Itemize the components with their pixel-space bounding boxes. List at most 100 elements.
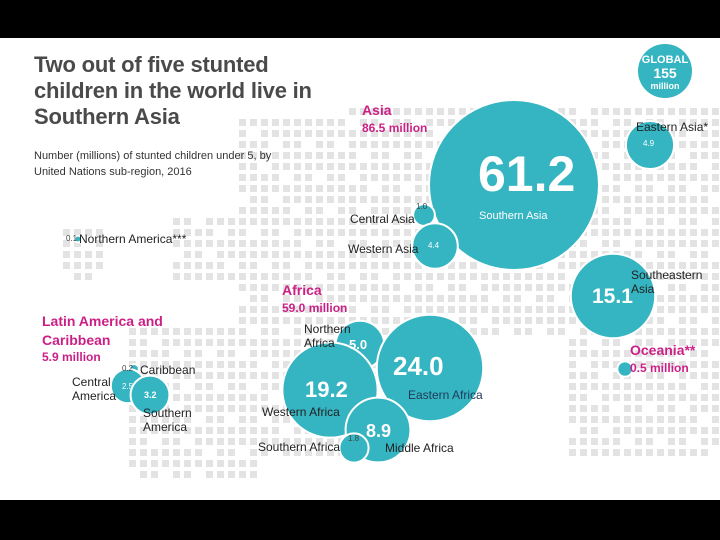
bubble-eastern-asia <box>624 119 676 171</box>
map-dot <box>294 141 301 148</box>
map-dot <box>404 196 411 203</box>
map-dot <box>712 229 719 236</box>
map-dot <box>679 229 686 236</box>
map-dot <box>393 218 400 225</box>
map-dot <box>283 141 290 148</box>
map-dot <box>712 163 719 170</box>
map-dot <box>305 339 312 346</box>
map-dot <box>316 295 323 302</box>
map-dot <box>250 218 257 225</box>
map-dot <box>305 317 312 324</box>
map-dot <box>415 108 422 115</box>
map-dot <box>195 383 202 390</box>
map-dot <box>679 339 686 346</box>
map-dot <box>712 405 719 412</box>
map-dot <box>547 284 554 291</box>
map-dot <box>283 317 290 324</box>
map-dot <box>250 350 257 357</box>
map-dot <box>140 449 147 456</box>
map-dot <box>525 284 532 291</box>
series-label-caribbean: Caribbean <box>140 363 196 377</box>
map-dot <box>228 273 235 280</box>
map-dot <box>327 185 334 192</box>
map-dot <box>239 174 246 181</box>
map-dot <box>349 240 356 247</box>
map-dot <box>657 350 664 357</box>
data-label-middle-africa: 8.9 <box>366 421 392 441</box>
map-dot <box>701 449 708 456</box>
map-dot <box>415 295 422 302</box>
map-dot <box>250 295 257 302</box>
map-dot <box>602 449 609 456</box>
map-dot <box>635 174 642 181</box>
map-dot <box>591 361 598 368</box>
map-dot <box>217 328 224 335</box>
map-dot <box>701 405 708 412</box>
map-dot <box>294 427 301 434</box>
map-dot <box>272 383 279 390</box>
map-dot <box>624 218 631 225</box>
map-dot <box>96 251 103 258</box>
map-dot <box>250 449 257 456</box>
map-dot <box>635 207 642 214</box>
map-dot <box>602 350 609 357</box>
map-dot <box>701 207 708 214</box>
map-dot <box>668 361 675 368</box>
map-dot <box>217 339 224 346</box>
map-dot <box>712 416 719 423</box>
map-dot <box>613 449 620 456</box>
map-dot <box>426 119 433 126</box>
map-dot <box>261 306 268 313</box>
map-dot <box>217 438 224 445</box>
data-label-southeastern-asia: 15.1 <box>592 285 633 308</box>
map-dot <box>613 394 620 401</box>
map-dot <box>536 273 543 280</box>
map-dot <box>250 284 257 291</box>
map-dot <box>272 372 279 379</box>
map-dot <box>712 174 719 181</box>
map-dot <box>690 339 697 346</box>
map-dot <box>657 449 664 456</box>
map-dot <box>382 251 389 258</box>
map-dot <box>668 174 675 181</box>
map-dot <box>360 240 367 247</box>
map-dot <box>635 438 642 445</box>
map-dot <box>426 108 433 115</box>
map-dot <box>327 295 334 302</box>
map-dot <box>250 196 257 203</box>
map-dot <box>239 207 246 214</box>
badge-line3: million <box>650 81 680 91</box>
map-dot <box>239 119 246 126</box>
map-dot <box>272 130 279 137</box>
map-dot <box>239 372 246 379</box>
map-dot <box>404 295 411 302</box>
map-dot <box>173 229 180 236</box>
map-dot <box>701 141 708 148</box>
map-dot <box>712 339 719 346</box>
map-dot <box>228 350 235 357</box>
map-dot <box>184 240 191 247</box>
map-dot <box>701 372 708 379</box>
map-dot <box>602 108 609 115</box>
map-dot <box>690 174 697 181</box>
map-dot <box>316 163 323 170</box>
map-dot <box>338 119 345 126</box>
map-dot <box>569 449 576 456</box>
map-dot <box>635 185 642 192</box>
map-dot <box>250 262 257 269</box>
map-dot <box>712 240 719 247</box>
map-dot <box>437 306 444 313</box>
map-dot <box>239 383 246 390</box>
map-dot <box>679 262 686 269</box>
map-dot <box>338 251 345 258</box>
map-dot <box>712 273 719 280</box>
map-dot <box>448 273 455 280</box>
map-dot <box>415 174 422 181</box>
map-dot <box>195 339 202 346</box>
map-dot <box>217 251 224 258</box>
map-dot <box>657 240 664 247</box>
map-dot <box>151 471 158 478</box>
map-dot <box>382 185 389 192</box>
map-dot <box>426 295 433 302</box>
map-dot <box>547 306 554 313</box>
